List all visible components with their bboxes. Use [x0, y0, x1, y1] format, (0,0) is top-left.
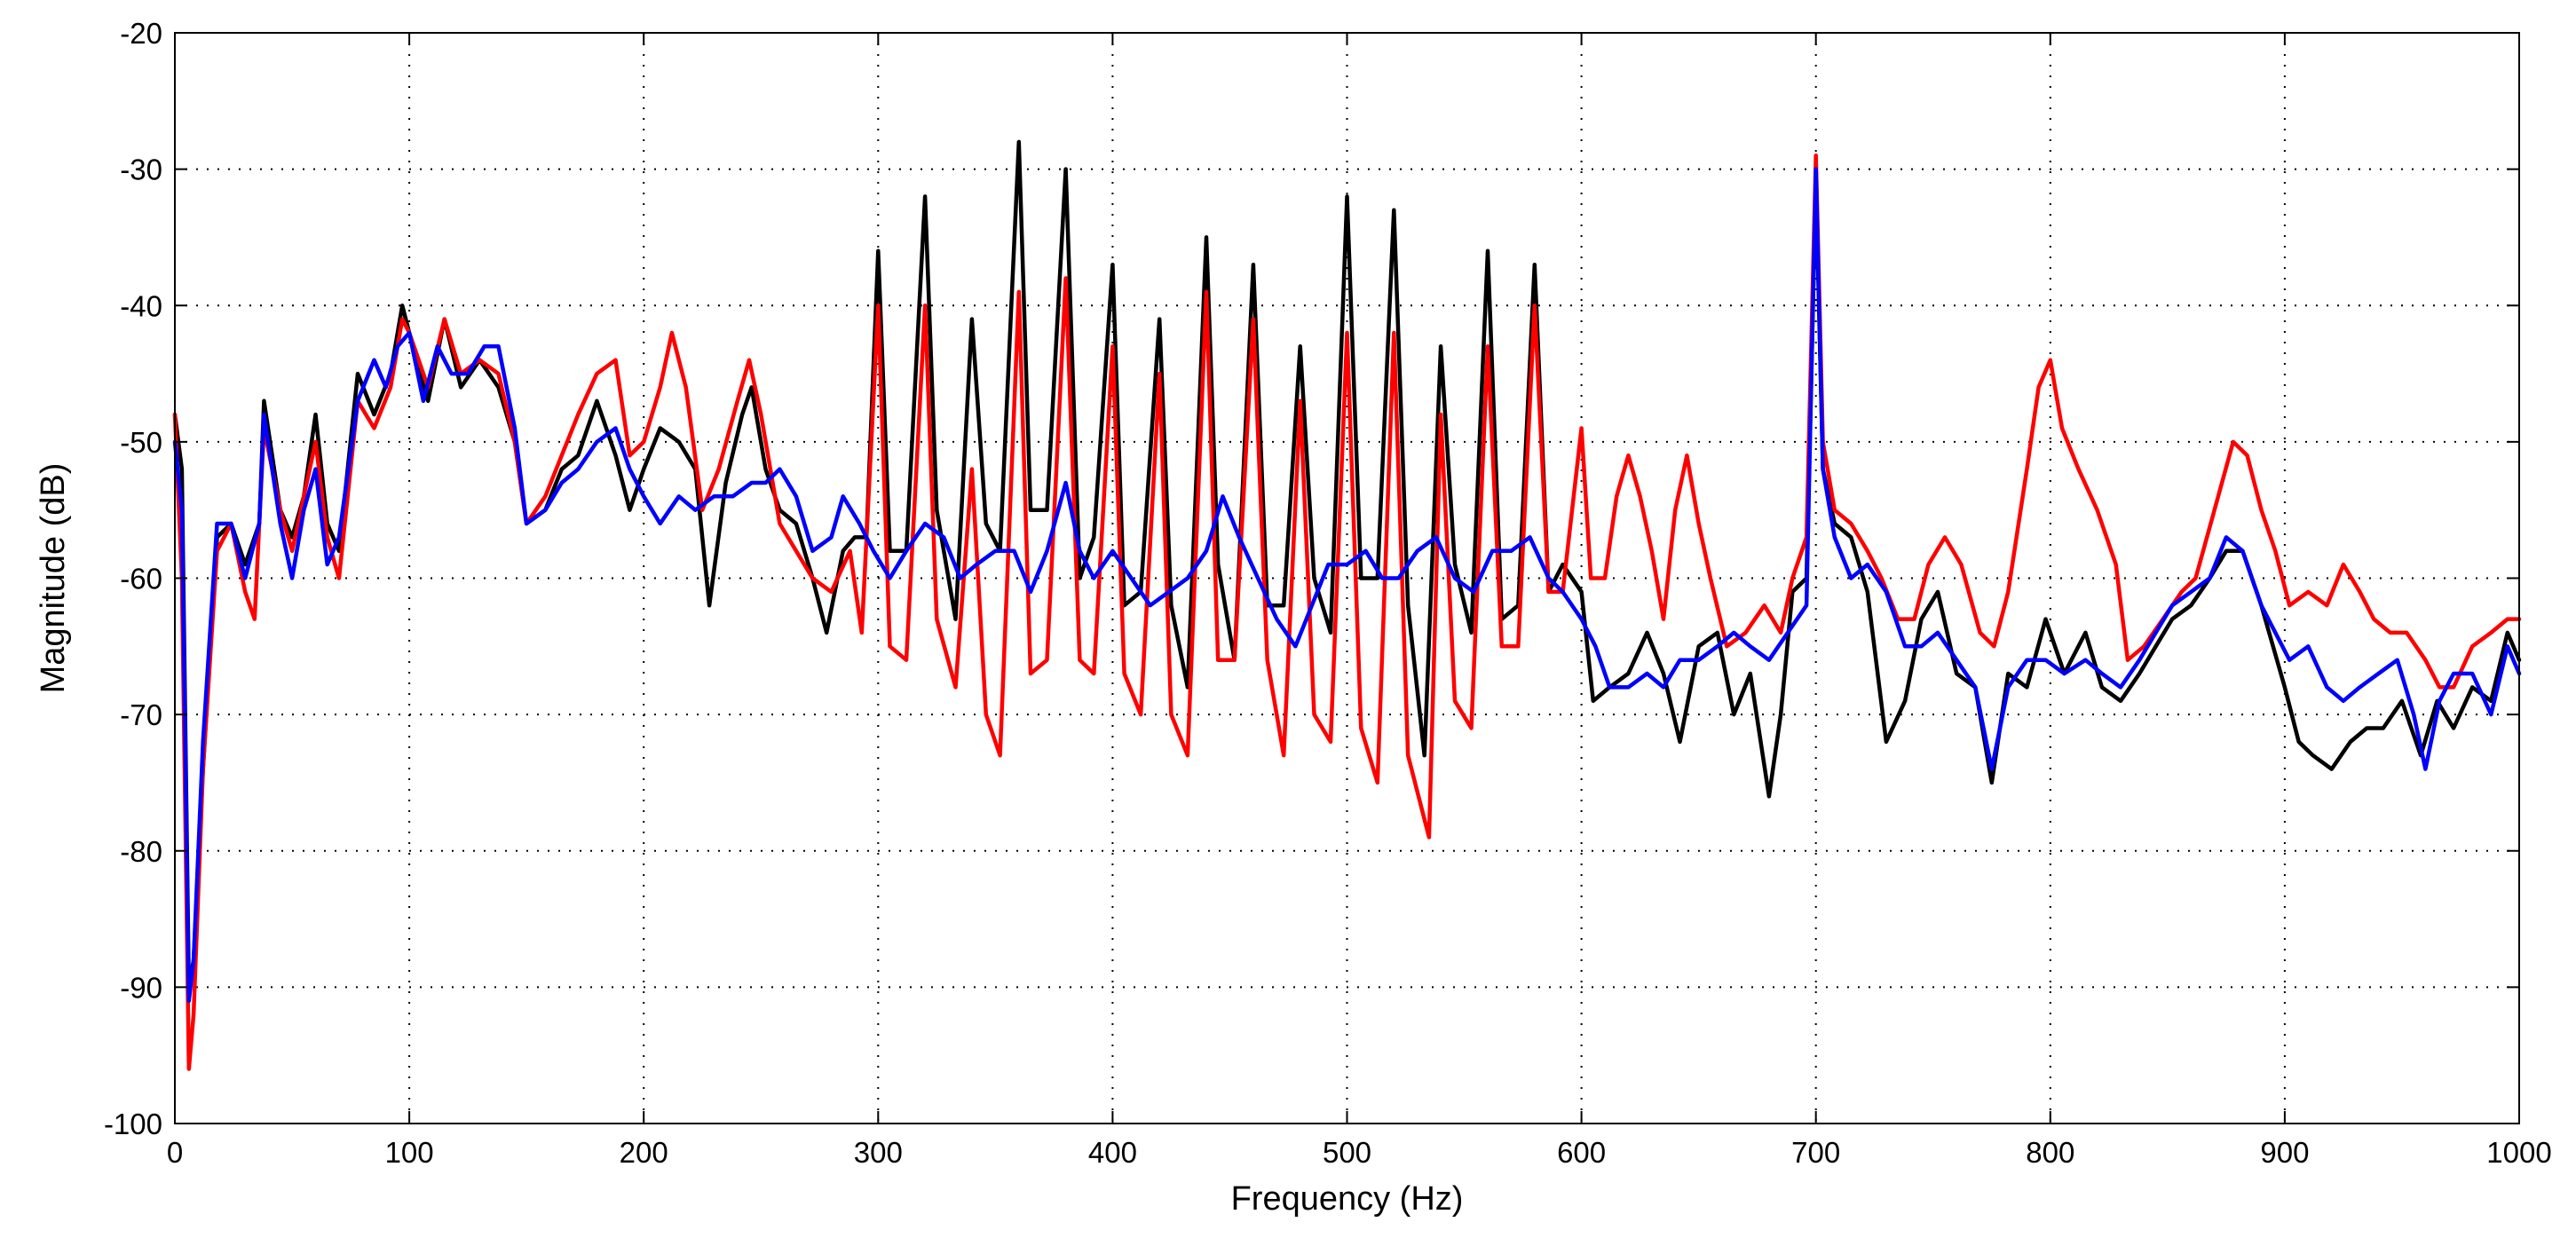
y-tick-label: -20	[120, 17, 162, 50]
x-tick-label: 400	[1088, 1136, 1137, 1169]
y-tick-label: -40	[120, 289, 162, 322]
x-tick-label: 200	[620, 1136, 668, 1169]
x-tick-label: 800	[2026, 1136, 2074, 1169]
x-tick-label: 1000	[2486, 1136, 2551, 1169]
x-tick-labels: 0 100 200 300 400 500 600 700 800 900 1000	[167, 1136, 2552, 1169]
y-axis-label: Magnitude (dB)	[35, 463, 72, 694]
x-axis-label: Frequency (Hz)	[1231, 1180, 1464, 1218]
x-tick-label: 600	[1557, 1136, 1606, 1169]
y-tick-label: -90	[120, 971, 162, 1004]
x-tick-label: 300	[854, 1136, 903, 1169]
y-tick-label: -70	[120, 698, 162, 731]
series-layer	[172, 139, 2522, 1071]
y-tick-label: -50	[120, 426, 162, 459]
y-tick-label: -60	[120, 563, 162, 595]
y-tick-label: -100	[104, 1108, 162, 1140]
x-tick-label: 900	[2260, 1136, 2309, 1169]
x-tick-label: 500	[1323, 1136, 1371, 1169]
axis-ticks	[174, 32, 2520, 1124]
y-tick-labels: -20 -30 -40 -50 -60 -70 -80 -90 -100	[104, 17, 162, 1140]
x-tick-label: 700	[1791, 1136, 1840, 1169]
series-line-3	[172, 167, 2522, 1003]
x-tick-label: 100	[385, 1136, 434, 1169]
x-tick-label: 0	[167, 1136, 183, 1169]
y-tick-label: -80	[120, 835, 162, 868]
y-tick-label: -30	[120, 154, 162, 186]
